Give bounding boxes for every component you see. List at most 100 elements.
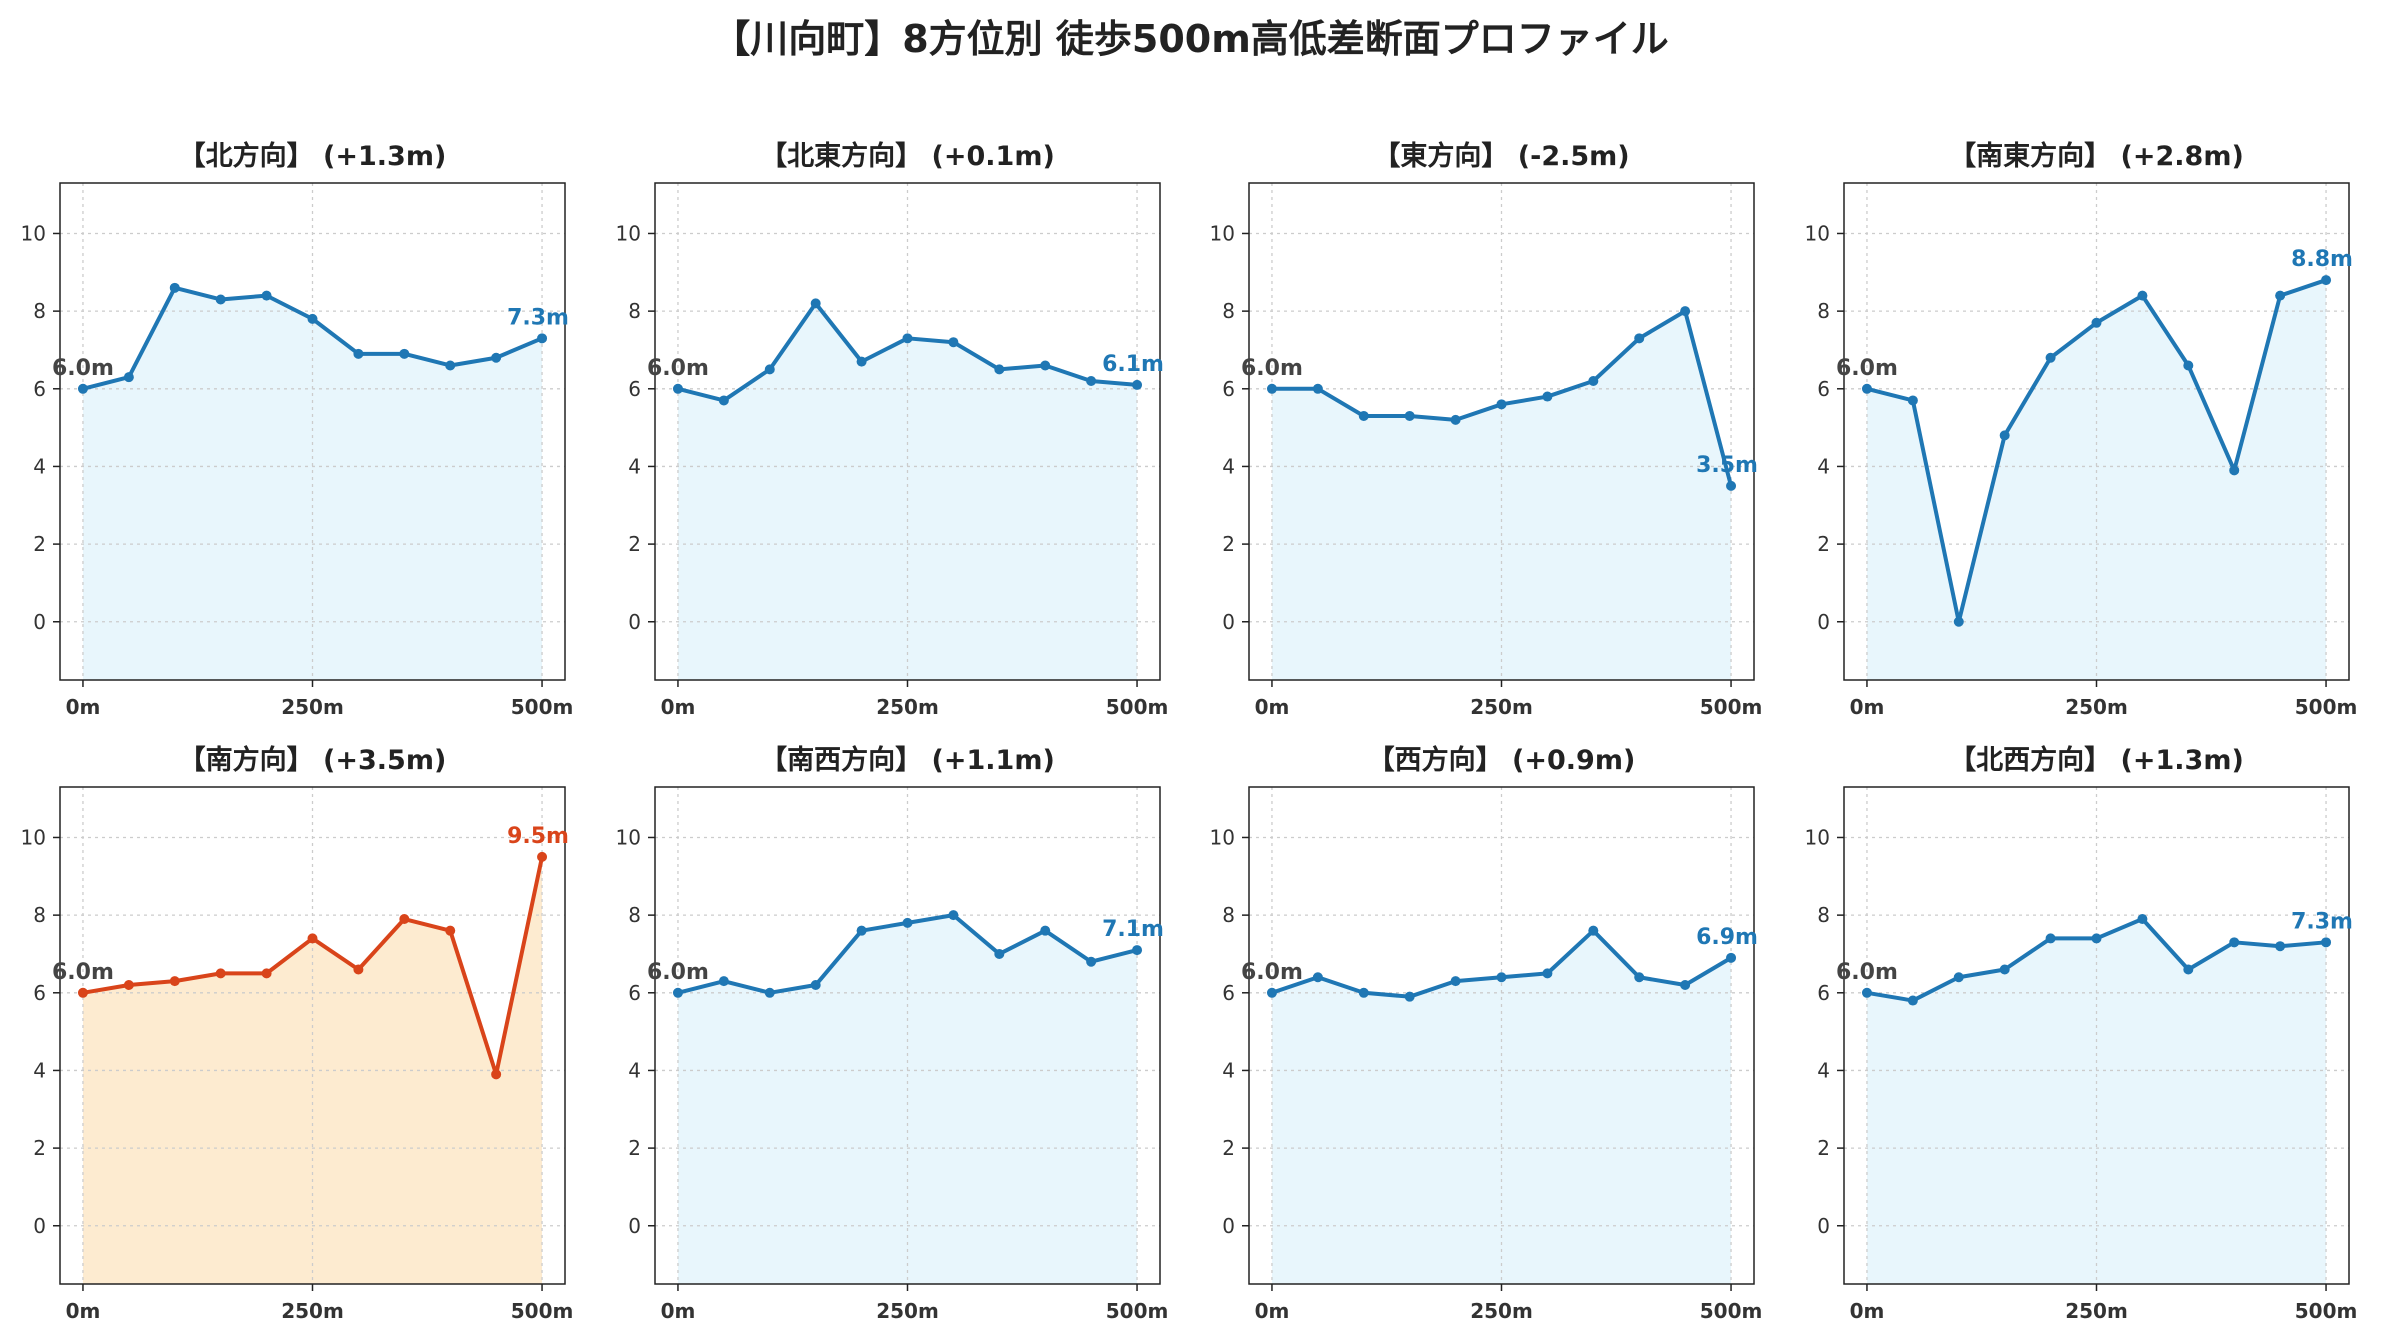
x-tick-label: 500m xyxy=(1106,695,1169,719)
y-tick-label: 2 xyxy=(628,1136,641,1160)
data-point xyxy=(1450,976,1461,987)
y-tick-label: 8 xyxy=(628,903,641,927)
y-tick-label: 6 xyxy=(1817,981,1830,1005)
data-point xyxy=(856,925,867,936)
end-label: 9.5m xyxy=(507,824,569,849)
area-fill xyxy=(1866,919,2327,1284)
end-label: 8.8m xyxy=(2291,247,2353,272)
data-point xyxy=(1040,925,1051,936)
y-tick-label: 6 xyxy=(1222,981,1235,1005)
data-point xyxy=(123,980,134,991)
chart-title: 【南東方向】 (+2.8m) xyxy=(1949,140,2244,172)
data-point xyxy=(169,282,180,293)
x-tick-label: 0m xyxy=(1850,695,1885,719)
chart-panel-2: 【東方向】 (-2.5m) 0 2 4 6 8 10 0m 250m 500m 6.0m 3.5m xyxy=(1210,140,1763,719)
data-point xyxy=(307,313,318,324)
y-tick-label: 4 xyxy=(628,1058,641,1082)
data-point xyxy=(537,851,548,862)
data-point xyxy=(1953,616,1964,627)
y-tick-label: 2 xyxy=(33,1136,46,1160)
data-point xyxy=(1999,430,2010,441)
area-fill xyxy=(82,287,543,680)
x-tick-label: 250m xyxy=(281,695,344,719)
x-tick-label: 0m xyxy=(661,695,696,719)
data-point xyxy=(1861,383,1872,394)
area-fill xyxy=(1271,930,1732,1284)
chart-panel-7: 【北西方向】 (+1.3m) 0 2 4 6 8 10 0m 250m 500m 6.0m 7.3m xyxy=(1805,744,2358,1323)
chart-panel-5: 【南西方向】 (+1.1m) 0 2 4 6 8 10 0m 250m 500m 6.0m 7.1m xyxy=(616,744,1169,1323)
end-label: 7.3m xyxy=(2291,909,2353,934)
data-point xyxy=(215,294,226,305)
y-tick-label: 8 xyxy=(33,299,46,323)
area-fill xyxy=(1866,280,2327,680)
x-tick-label: 0m xyxy=(661,1299,696,1323)
x-tick-label: 250m xyxy=(2065,1299,2128,1323)
data-point xyxy=(994,364,1005,375)
data-point xyxy=(399,348,410,359)
y-tick-label: 10 xyxy=(1210,221,1235,245)
y-tick-label: 10 xyxy=(1805,825,1830,849)
data-point xyxy=(1266,383,1277,394)
data-point xyxy=(123,372,134,383)
data-point xyxy=(307,933,318,944)
y-tick-label: 0 xyxy=(1817,610,1830,634)
data-point xyxy=(1358,410,1369,421)
data-point xyxy=(2091,317,2102,328)
start-label: 6.0m xyxy=(647,356,709,381)
data-point xyxy=(1680,980,1691,991)
y-tick-label: 8 xyxy=(33,903,46,927)
y-tick-label: 0 xyxy=(1222,1214,1235,1238)
data-point xyxy=(2321,937,2332,948)
data-point xyxy=(718,976,729,987)
x-tick-label: 250m xyxy=(1470,1299,1533,1323)
y-tick-label: 8 xyxy=(1222,299,1235,323)
data-point xyxy=(2183,360,2194,371)
x-tick-label: 500m xyxy=(1106,1299,1169,1323)
data-point xyxy=(1726,952,1737,963)
x-tick-label: 500m xyxy=(1700,1299,1763,1323)
y-tick-label: 6 xyxy=(628,981,641,1005)
y-tick-label: 0 xyxy=(1222,610,1235,634)
end-label: 7.1m xyxy=(1102,917,1164,942)
data-point xyxy=(2229,465,2240,476)
chart-panel-3: 【南東方向】 (+2.8m) 0 2 4 6 8 10 0m 250m 500m 6.0m 8.8m xyxy=(1805,140,2358,719)
data-point xyxy=(1907,395,1918,406)
data-point xyxy=(902,917,913,928)
y-tick-label: 8 xyxy=(1222,903,1235,927)
y-tick-label: 6 xyxy=(33,377,46,401)
x-tick-label: 250m xyxy=(281,1299,344,1323)
page-title: 【川向町】8方位別 徒歩500m高低差断面プロファイル xyxy=(712,17,1669,61)
y-tick-label: 4 xyxy=(1817,1058,1830,1082)
end-label: 6.1m xyxy=(1102,352,1164,377)
data-point xyxy=(948,337,959,348)
data-point xyxy=(399,914,410,925)
y-tick-label: 4 xyxy=(1817,454,1830,478)
data-point xyxy=(1312,972,1323,983)
x-tick-label: 500m xyxy=(2295,1299,2358,1323)
chart-panel-6: 【西方向】 (+0.9m) 0 2 4 6 8 10 0m 250m 500m 6.0m 6.9m xyxy=(1210,744,1763,1323)
data-point xyxy=(1542,968,1553,979)
y-tick-label: 0 xyxy=(33,610,46,634)
area-fill xyxy=(677,915,1138,1284)
data-point xyxy=(353,964,364,975)
x-tick-label: 0m xyxy=(1255,695,1290,719)
data-point xyxy=(2045,933,2056,944)
data-point xyxy=(1496,399,1507,410)
data-point xyxy=(1634,972,1645,983)
data-point xyxy=(1726,480,1737,491)
y-tick-label: 0 xyxy=(33,1214,46,1238)
data-point xyxy=(445,925,456,936)
y-tick-label: 0 xyxy=(628,1214,641,1238)
data-point xyxy=(810,980,821,991)
end-label: 6.9m xyxy=(1696,925,1758,950)
chart-panel-1: 【北東方向】 (+0.1m) 0 2 4 6 8 10 0m 250m 500m 6.0m 6.1m xyxy=(616,140,1169,719)
y-tick-label: 4 xyxy=(1222,1058,1235,1082)
x-tick-label: 500m xyxy=(1700,695,1763,719)
data-point xyxy=(1086,956,1097,967)
x-tick-label: 0m xyxy=(1850,1299,1885,1323)
y-tick-label: 8 xyxy=(628,299,641,323)
y-tick-label: 4 xyxy=(628,454,641,478)
data-point xyxy=(1086,376,1097,387)
data-point xyxy=(1040,360,1051,371)
